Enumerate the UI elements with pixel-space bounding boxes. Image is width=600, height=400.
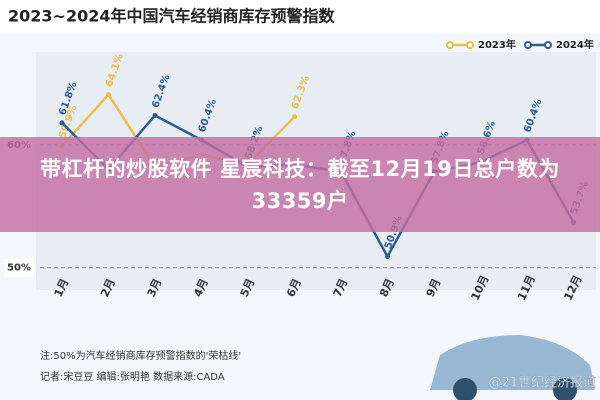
data-point xyxy=(385,254,390,260)
watermark: @21世纪经济报道 xyxy=(488,376,596,391)
y-tick-label: 50% xyxy=(7,263,31,274)
overlay-banner: 带杠杆的炒股软件 星宸科技：截至12月19日总户数为33359户 xyxy=(0,137,600,232)
legend-label: 2023年 xyxy=(478,38,516,51)
legend-marker xyxy=(446,41,454,49)
data-point xyxy=(106,92,111,98)
y-tick-bg xyxy=(4,258,34,277)
footnote: 注:50%为汽车经销商库存预警指数的'荣枯线' xyxy=(40,349,241,362)
banner-text: 带杠杆的炒股软件 星宸科技：截至12月19日总户数为33359户 xyxy=(40,156,560,213)
legend-label: 2024年 xyxy=(556,38,594,51)
data-point xyxy=(292,114,297,120)
data-point xyxy=(152,112,158,118)
footnote: 记者:宋豆豆 编辑:张明艳 数据来源:CADA xyxy=(40,370,225,383)
chart-title: 2023~2024年中国汽车经销商库存预警指数 xyxy=(8,7,335,26)
car-icon xyxy=(430,335,595,400)
header xyxy=(0,0,600,34)
legend-marker xyxy=(544,41,552,49)
legend-marker xyxy=(524,41,532,49)
legend-marker xyxy=(466,41,474,49)
data-point xyxy=(59,120,65,126)
